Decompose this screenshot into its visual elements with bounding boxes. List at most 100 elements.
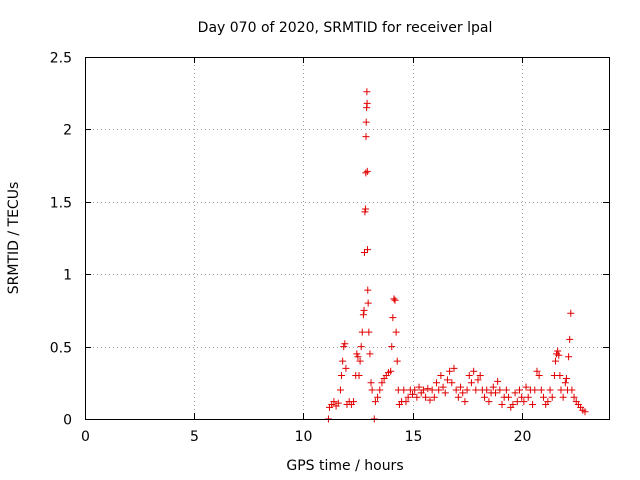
data-point [368, 386, 376, 394]
x-tick-label: 10 [295, 429, 313, 445]
data-point [358, 328, 366, 336]
data-point [496, 386, 504, 394]
data-point [544, 398, 552, 406]
data-point [364, 299, 372, 307]
data-point [446, 367, 454, 375]
data-point [561, 379, 569, 387]
data-point [363, 99, 371, 107]
x-tick-labels: 0 5 10 15 20 [81, 429, 531, 445]
data-point [463, 386, 471, 394]
data-point [557, 386, 565, 394]
data-point [485, 398, 493, 406]
data-point [567, 309, 575, 317]
data-point [426, 396, 434, 404]
data-point [342, 364, 350, 372]
data-point [448, 379, 456, 387]
data-point [435, 386, 443, 394]
data-point [362, 118, 370, 126]
x-tick-label: 0 [81, 429, 90, 445]
data-point [470, 367, 478, 375]
data-point [362, 133, 370, 141]
data-point [568, 386, 576, 394]
data-point [378, 379, 386, 387]
data-point [413, 393, 421, 401]
data-point [457, 383, 465, 391]
data-point [411, 386, 419, 394]
data-point [474, 376, 482, 384]
data-point [535, 372, 543, 380]
data-point [454, 393, 462, 401]
data-point [566, 335, 574, 343]
data-point [361, 208, 369, 216]
data-point [340, 343, 348, 351]
data-point [362, 169, 370, 177]
data-point [360, 306, 368, 314]
data-point [341, 340, 349, 348]
data-point [505, 393, 513, 401]
data-point [467, 379, 475, 387]
data-point [424, 385, 432, 393]
data-point [531, 386, 539, 394]
data-point [515, 386, 523, 394]
chart-title: Day 070 of 2020, SRMTID for receiver lpa… [198, 20, 493, 36]
data-point [428, 386, 436, 394]
data-point [387, 367, 395, 375]
data-point [537, 386, 545, 394]
y-tick-labels: 0 0.5 1 1.5 2 2.5 [50, 51, 72, 429]
data-point [422, 393, 430, 401]
axis-ticks [85, 57, 609, 420]
data-point [367, 379, 375, 387]
data-point [330, 398, 338, 406]
data-point [540, 393, 547, 401]
data-point [339, 357, 347, 365]
data-point [360, 248, 368, 256]
data-point [533, 367, 541, 375]
data-point [364, 286, 372, 294]
data-point [415, 383, 423, 391]
data-point [419, 386, 427, 394]
y-tick-label: 2.5 [50, 51, 72, 67]
data-point [520, 398, 528, 406]
data-point [581, 408, 589, 416]
x-tick-label: 20 [514, 429, 532, 445]
y-tick-label: 1.5 [50, 196, 72, 212]
data-point [452, 386, 460, 394]
data-point [363, 167, 371, 175]
data-point [338, 372, 346, 380]
data-point [548, 393, 556, 401]
data-point [481, 393, 489, 401]
data-point [374, 393, 382, 401]
data-point [400, 386, 408, 394]
data-point [518, 393, 526, 401]
data-point [366, 350, 374, 358]
data-point [357, 343, 365, 351]
data-point [555, 351, 563, 359]
data-point [443, 376, 451, 384]
y-tick-label: 0.5 [50, 341, 72, 357]
data-point [354, 353, 362, 361]
data-point [502, 386, 510, 394]
data-point [371, 398, 379, 406]
data-point [522, 383, 530, 391]
data-point [461, 398, 469, 406]
data-point [559, 393, 567, 401]
y-tick-label: 1 [63, 268, 72, 284]
data-point [391, 296, 399, 304]
x-tick-label: 15 [405, 429, 423, 445]
data-point [565, 353, 573, 361]
plot-frame [85, 57, 610, 420]
data-point [334, 399, 342, 407]
data-point [513, 398, 521, 406]
data-point [353, 350, 361, 358]
data-point [472, 386, 480, 394]
x-tick-label: 5 [190, 429, 199, 445]
data-point [390, 295, 398, 303]
data-point [363, 88, 371, 96]
data-point [437, 372, 445, 380]
data-point [430, 393, 438, 401]
data-point [562, 374, 570, 382]
data-point [476, 372, 484, 380]
data-point [364, 246, 372, 254]
data-point [362, 205, 370, 213]
